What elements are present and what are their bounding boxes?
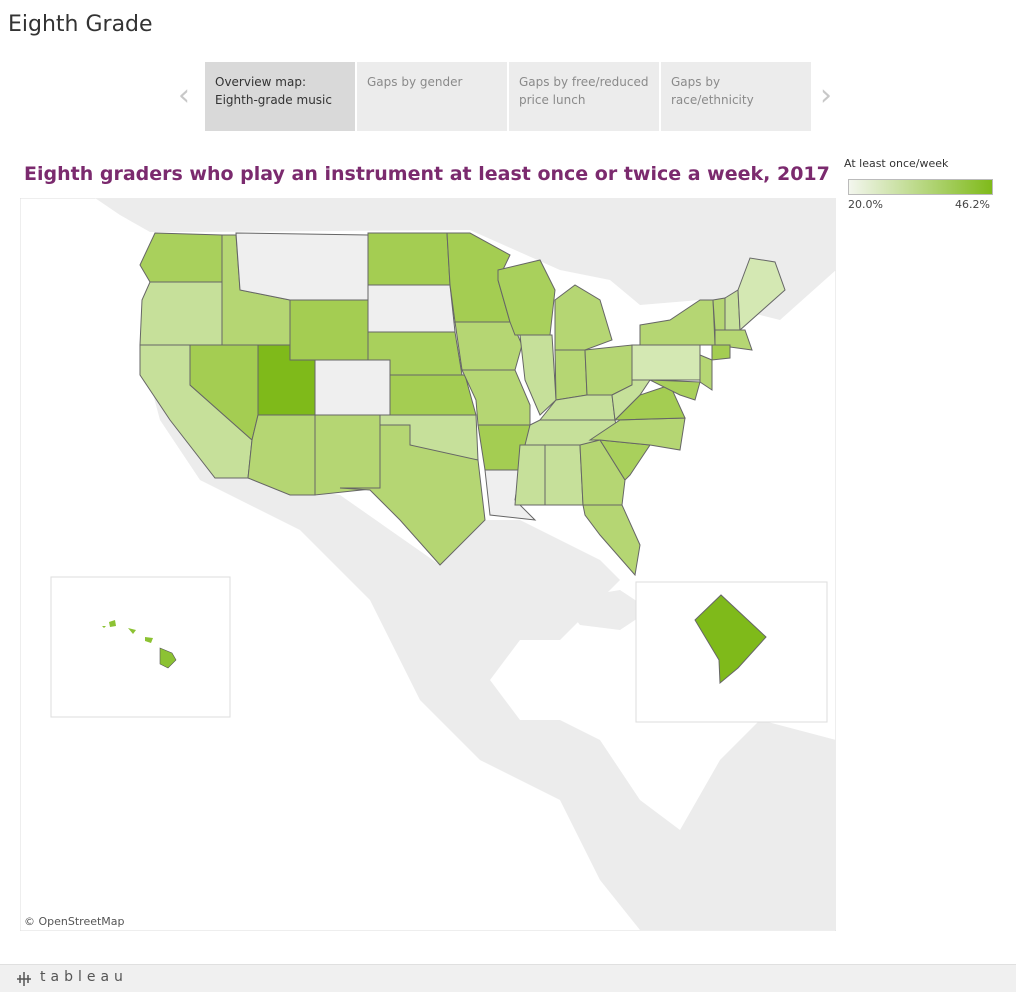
tab[interactable]: Overview map: Eighth-grade music bbox=[205, 62, 355, 131]
page-title: Eighth Grade bbox=[8, 12, 153, 37]
prev-arrow[interactable]: ‹ bbox=[178, 78, 190, 113]
legend-gradient bbox=[848, 179, 993, 195]
legend-title: At least once/week bbox=[844, 157, 949, 170]
logo[interactable]: tableau bbox=[40, 969, 128, 985]
map bbox=[20, 198, 836, 931]
footer: tableau bbox=[0, 964, 1016, 992]
map-title: Eighth graders who play an instrument at… bbox=[24, 163, 830, 185]
next-arrow[interactable]: › bbox=[820, 78, 832, 113]
tab[interactable]: Gaps by free/reduced price lunch bbox=[509, 62, 659, 131]
attribution: © OpenStreetMap bbox=[24, 915, 125, 928]
legend-max: 46.2% bbox=[955, 198, 990, 211]
legend-min: 20.0% bbox=[848, 198, 883, 211]
logo-icon bbox=[17, 972, 31, 986]
tab[interactable]: Gaps by gender bbox=[357, 62, 507, 131]
tab[interactable]: Gaps by race/ethnicity bbox=[661, 62, 811, 131]
